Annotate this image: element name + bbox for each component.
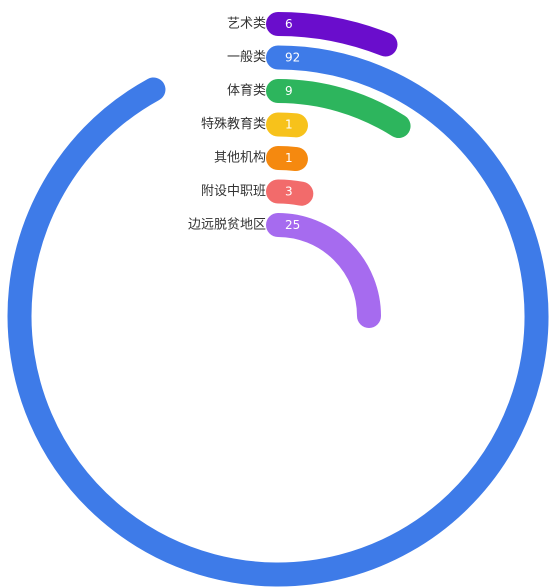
ring-2-value-label: 92 [285, 51, 300, 65]
ring-5-category-label: 其他机构 [214, 151, 266, 166]
ring-3-bar[interactable] [266, 79, 411, 139]
ring-2-category-label: 一般类 [227, 49, 266, 65]
ring-3-value-label: 9 [285, 84, 293, 98]
ring-1-bar[interactable] [266, 12, 398, 57]
ring-2-bar[interactable] [7, 45, 549, 587]
ring-4-bar[interactable] [266, 112, 308, 138]
ring-1-category-label: 艺术类 [227, 17, 266, 32]
ring-4-category-label: 特殊教育类 [201, 116, 266, 132]
ring-5-bar[interactable] [266, 146, 308, 172]
ring-6-category-label: 附设中职班 [201, 184, 266, 199]
ring-7-category-label: 边远脱贫地区 [188, 217, 266, 233]
ring-7-bar[interactable] [266, 213, 381, 328]
ring-5-value-label: 1 [285, 151, 293, 165]
ring-3-category-label: 体育类 [227, 83, 266, 99]
ring-4-value-label: 1 [285, 118, 293, 132]
ring-1-value-label: 6 [285, 17, 293, 31]
ring-6-bar[interactable] [266, 179, 314, 206]
ring-6-value-label: 3 [285, 185, 293, 199]
ring-7-value-label: 25 [285, 218, 300, 232]
